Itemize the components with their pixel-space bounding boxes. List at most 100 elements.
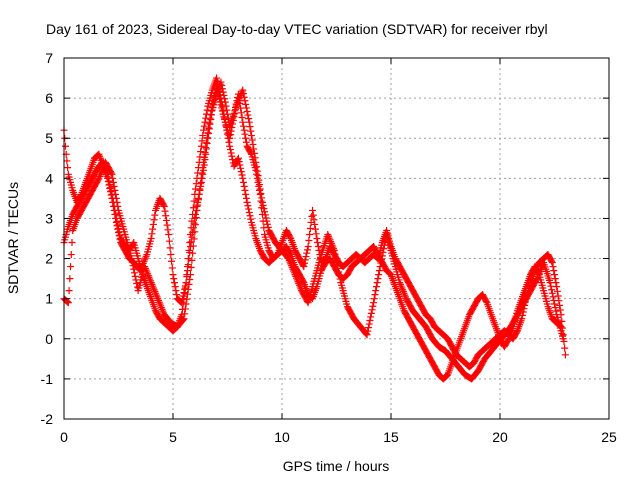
- data-layer: [60, 74, 569, 383]
- data-point-marker: [551, 300, 558, 308]
- data-point-marker: [302, 253, 310, 261]
- chart-title: Day 161 of 2023, Sidereal Day-to-day VTE…: [46, 21, 548, 37]
- data-point-marker: [378, 252, 386, 260]
- data-point-marker: [259, 202, 267, 210]
- data-point-marker: [375, 271, 383, 279]
- data-point-marker: [245, 208, 253, 216]
- data-point-marker: [239, 122, 247, 130]
- data-point-marker: [178, 299, 186, 307]
- data-point-marker: [107, 169, 115, 177]
- data-point-marker: [205, 119, 213, 127]
- data-point-marker: [231, 109, 239, 117]
- data-point-marker: [204, 129, 212, 137]
- data-point-marker: [218, 104, 226, 112]
- data-point-marker: [548, 286, 556, 294]
- data-point-marker: [241, 186, 249, 194]
- data-point-marker: [129, 262, 137, 270]
- data-point-marker: [261, 208, 269, 216]
- data-point-marker: [364, 324, 372, 332]
- data-point-marker: [550, 296, 558, 304]
- data-point-marker: [257, 197, 265, 205]
- data-point-marker: [173, 291, 181, 299]
- data-point-marker: [184, 255, 192, 263]
- data-point-marker: [206, 114, 214, 122]
- data-point-marker: [239, 86, 247, 94]
- data-point-marker: [248, 136, 256, 144]
- data-point-marker: [164, 226, 172, 234]
- data-point-marker: [147, 235, 155, 242]
- data-point-marker: [112, 190, 120, 198]
- data-point-marker: [111, 186, 119, 194]
- data-point-marker: [170, 279, 178, 287]
- data-point-marker: [200, 153, 208, 161]
- data-point-marker: [171, 283, 179, 291]
- data-point-marker: [170, 275, 178, 283]
- data-point-marker: [203, 106, 211, 114]
- data-point-marker: [161, 207, 169, 215]
- data-point-marker: [513, 328, 521, 336]
- data-point-marker: [226, 134, 234, 142]
- data-point-marker: [200, 126, 208, 134]
- data-point-marker: [242, 134, 250, 142]
- data-point-marker: [239, 174, 247, 182]
- data-point-marker: [210, 96, 218, 104]
- data-point-marker: [532, 276, 540, 284]
- data-point-marker: [183, 295, 191, 303]
- y-axis-label: SDTVAR / TECUs: [5, 182, 21, 294]
- data-point-marker: [162, 212, 170, 220]
- data-point-marker: [242, 138, 250, 146]
- data-point-marker: [253, 163, 261, 171]
- data-point-marker: [165, 230, 173, 238]
- data-point-marker: [380, 245, 388, 253]
- data-point-marker: [207, 111, 215, 119]
- data-point-marker: [552, 307, 560, 315]
- data-point-marker: [262, 214, 270, 222]
- data-point-marker: [202, 144, 210, 152]
- data-point-marker: [110, 182, 118, 190]
- data-point-marker: [375, 267, 383, 275]
- data-point-marker: [186, 239, 194, 247]
- plot-frame: [63, 57, 610, 420]
- data-point-marker: [364, 327, 372, 335]
- data-point-marker: [185, 247, 193, 255]
- data-point-marker: [199, 132, 207, 140]
- data-point-marker: [249, 140, 257, 148]
- data-point-marker: [197, 174, 205, 182]
- data-point-marker: [228, 124, 236, 132]
- data-point-marker: [260, 205, 268, 213]
- data-point-marker: [372, 287, 380, 295]
- data-point-marker: [264, 223, 272, 231]
- data-point-marker: [107, 187, 115, 195]
- data-point-marker: [216, 98, 224, 106]
- data-point-marker: [286, 233, 294, 241]
- data-point-marker: [189, 249, 197, 257]
- data-point-marker: [263, 217, 271, 225]
- data-point-marker: [181, 310, 189, 318]
- data-point-marker: [306, 224, 314, 232]
- data-point-marker: [368, 306, 376, 314]
- data-point-marker: [187, 224, 195, 232]
- data-point-marker: [261, 211, 269, 219]
- data-point-marker: [113, 198, 121, 206]
- data-point-marker: [363, 331, 371, 339]
- data-point-marker: [205, 124, 213, 132]
- data-point-marker: [376, 263, 384, 271]
- data-point-marker: [310, 216, 318, 224]
- data-point-marker: [314, 239, 322, 247]
- data-point-marker: [181, 305, 189, 313]
- data-point-marker: [240, 126, 248, 134]
- data-point-marker: [333, 261, 341, 269]
- data-point-marker: [230, 113, 238, 121]
- data-point-marker: [309, 211, 317, 219]
- x-tick-label: 0: [60, 429, 68, 445]
- data-point-marker: [193, 206, 201, 214]
- data-point-marker: [112, 194, 120, 202]
- data-point-marker: [202, 145, 210, 153]
- data-point-marker: [334, 264, 342, 272]
- data-point-marker: [148, 230, 156, 238]
- data-point-marker: [551, 275, 559, 283]
- grid-layer: [64, 58, 609, 419]
- data-point-marker: [255, 176, 263, 184]
- data-point-marker: [180, 315, 188, 323]
- data-point-marker: [253, 167, 261, 175]
